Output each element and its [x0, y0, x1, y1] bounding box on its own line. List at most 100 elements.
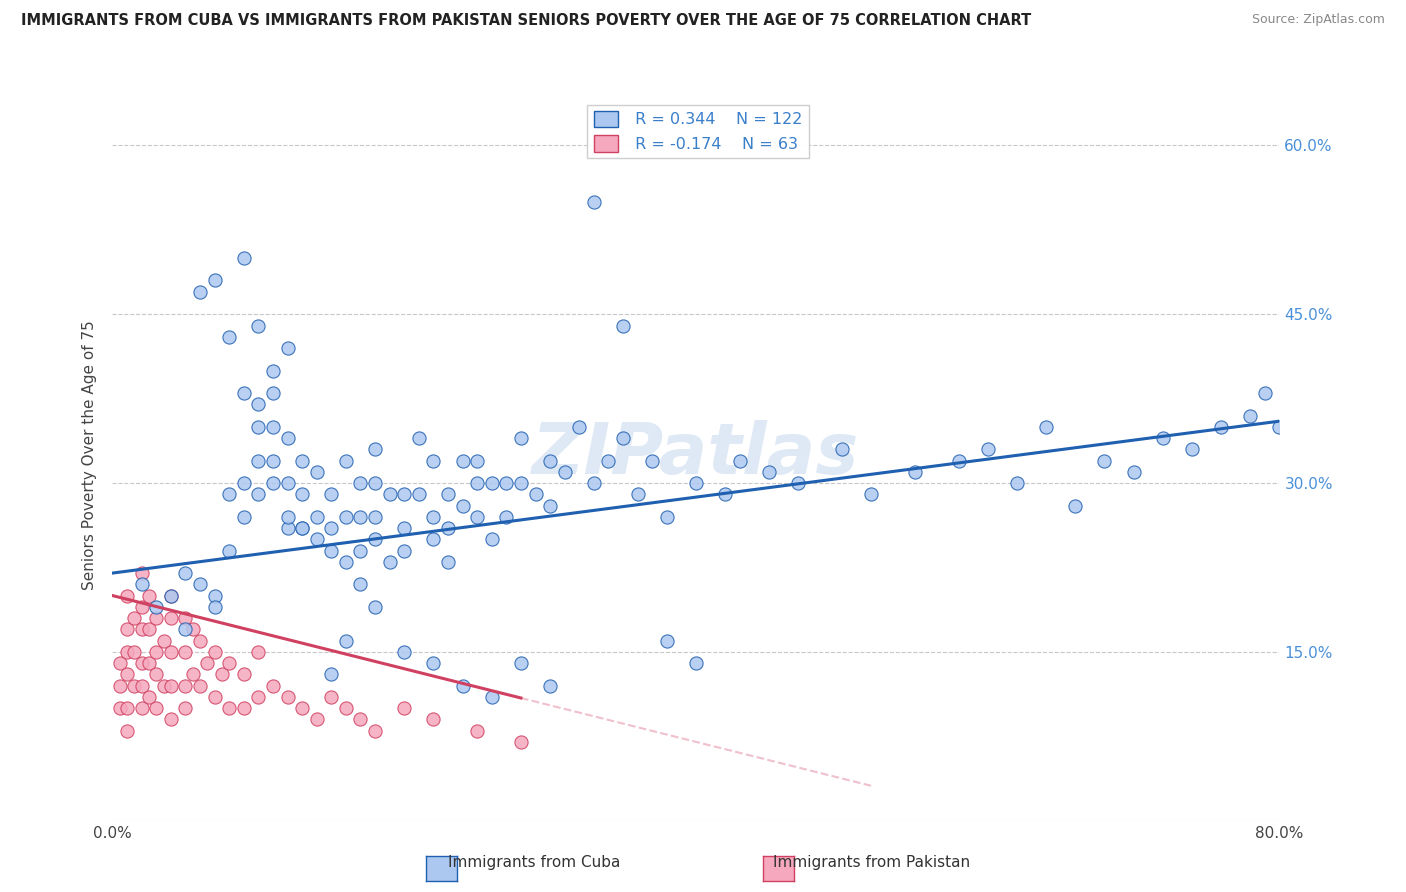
Point	[538, 679, 561, 693]
Point	[188, 679, 211, 693]
Point	[437, 521, 460, 535]
Point	[437, 555, 460, 569]
Point	[232, 251, 254, 265]
Point	[437, 487, 460, 501]
Point	[160, 645, 183, 659]
Point	[262, 453, 284, 467]
Point	[124, 611, 146, 625]
Point	[211, 667, 233, 681]
Point	[509, 735, 531, 749]
Point	[174, 623, 197, 637]
Point	[1268, 419, 1291, 434]
Point	[276, 690, 298, 704]
Point	[218, 330, 240, 344]
Point	[232, 476, 254, 491]
Point	[138, 656, 160, 670]
Point	[598, 453, 620, 467]
Point	[305, 533, 328, 547]
Point	[291, 487, 314, 501]
Point	[1064, 499, 1087, 513]
Point	[276, 476, 298, 491]
Point	[859, 487, 883, 501]
Point	[115, 723, 138, 738]
Point	[291, 453, 314, 467]
Point	[160, 589, 183, 603]
Point	[131, 679, 153, 693]
Point	[1181, 442, 1204, 457]
Point	[145, 611, 167, 625]
Point	[276, 341, 298, 355]
Point	[451, 453, 474, 467]
Text: Source: ZipAtlas.com: Source: ZipAtlas.com	[1251, 13, 1385, 27]
Point	[188, 577, 211, 591]
Point	[204, 690, 226, 704]
Point	[422, 453, 444, 467]
Point	[1254, 386, 1277, 401]
Point	[152, 679, 174, 693]
Point	[305, 712, 328, 726]
Point	[612, 431, 634, 445]
Point	[305, 465, 328, 479]
Point	[408, 431, 430, 445]
Point	[495, 509, 517, 524]
Point	[218, 487, 240, 501]
Point	[262, 679, 284, 693]
Point	[174, 645, 197, 659]
Point	[758, 465, 780, 479]
Point	[321, 690, 343, 704]
Point	[131, 656, 153, 670]
Text: Immigrants from Pakistan: Immigrants from Pakistan	[773, 855, 970, 870]
Point	[641, 453, 664, 467]
Point	[321, 543, 343, 558]
Point	[124, 679, 146, 693]
Point	[422, 712, 444, 726]
Point	[728, 453, 751, 467]
Point	[976, 442, 998, 457]
Point	[831, 442, 853, 457]
Point	[145, 701, 167, 715]
Point	[335, 555, 357, 569]
Point	[495, 476, 517, 491]
Point	[262, 419, 284, 434]
Point	[787, 476, 810, 491]
Point	[262, 476, 284, 491]
Point	[392, 487, 416, 501]
Point	[364, 533, 387, 547]
Point	[204, 645, 226, 659]
Point	[655, 509, 678, 524]
Point	[108, 701, 131, 715]
Point	[131, 566, 153, 580]
Point	[465, 453, 488, 467]
Point	[1152, 431, 1174, 445]
Point	[582, 194, 605, 209]
Point	[247, 397, 270, 411]
Point	[115, 623, 138, 637]
Point	[364, 509, 387, 524]
Point	[204, 273, 226, 287]
Point	[408, 487, 430, 501]
Point	[1209, 419, 1232, 434]
Point	[305, 509, 328, 524]
Point	[554, 465, 576, 479]
Point	[714, 487, 737, 501]
Point	[335, 509, 357, 524]
Point	[247, 690, 270, 704]
Point	[247, 318, 270, 333]
Point	[465, 476, 488, 491]
Point	[364, 442, 387, 457]
Point	[276, 509, 298, 524]
Point	[685, 476, 707, 491]
Text: Immigrants from Cuba: Immigrants from Cuba	[449, 855, 620, 870]
Point	[124, 645, 146, 659]
Point	[422, 656, 444, 670]
Point	[232, 386, 254, 401]
Point	[1092, 453, 1115, 467]
Point	[524, 487, 547, 501]
Point	[115, 701, 138, 715]
Point	[262, 386, 284, 401]
Point	[108, 679, 131, 693]
Point	[160, 679, 183, 693]
Point	[232, 701, 254, 715]
Point	[392, 645, 416, 659]
Point	[218, 656, 240, 670]
